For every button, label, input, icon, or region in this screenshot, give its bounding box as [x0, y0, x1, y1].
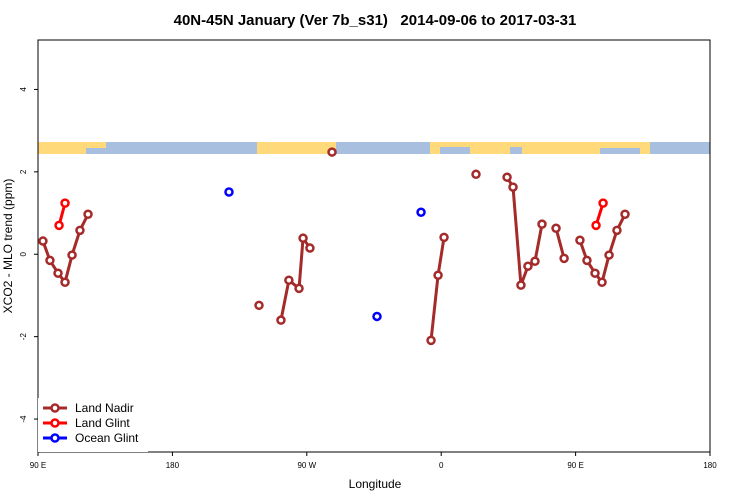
data-point — [60, 198, 70, 208]
data-point — [372, 311, 382, 322]
data-point — [612, 225, 622, 236]
data-point — [551, 223, 561, 234]
data-point — [284, 275, 294, 285]
data-point — [60, 277, 70, 288]
data-point — [83, 209, 93, 220]
data-point — [254, 300, 264, 311]
data-point — [502, 172, 512, 182]
data-point — [276, 315, 286, 325]
y-tick-label: 2 — [19, 169, 28, 174]
data-point — [224, 187, 234, 197]
legend-label: Ocean Glint — [75, 431, 139, 445]
data-point — [54, 220, 64, 231]
series-line — [578, 213, 627, 286]
y-tick-label: 0 — [19, 251, 28, 256]
data-point — [523, 261, 533, 271]
data-point — [305, 243, 315, 253]
data-point — [433, 270, 443, 281]
y-tick-label: 4 — [19, 87, 28, 92]
series-line — [554, 227, 566, 259]
surface-strip — [38, 142, 710, 154]
data-point — [591, 220, 601, 231]
data-point — [537, 219, 547, 229]
data-point — [508, 182, 518, 192]
data-point — [582, 255, 592, 266]
y-axis-label: XCO2 - MLO trend (ppm) — [1, 179, 15, 314]
data-point — [426, 335, 436, 346]
data-point — [439, 232, 449, 243]
x-tick-label: 0 — [439, 461, 444, 470]
legend-marker — [50, 403, 60, 413]
data-point — [620, 209, 630, 220]
data-point — [604, 250, 614, 260]
chart-title: 40N-45N January (Ver 7b_s31) 2014-09-06 … — [174, 12, 577, 29]
data-point — [416, 207, 426, 217]
data-point — [75, 225, 85, 236]
data-point — [53, 268, 63, 278]
data-point — [590, 268, 600, 278]
x-tick-label: 180 — [703, 461, 717, 470]
x-tick-label: 90 E — [567, 461, 583, 470]
data-point — [471, 169, 481, 180]
x-axis-label: Longitude — [349, 477, 402, 491]
legend-label: Land Nadir — [75, 401, 134, 415]
data-point — [327, 147, 337, 157]
data-point — [298, 233, 308, 243]
legend-marker — [50, 433, 60, 443]
x-tick-label: 180 — [166, 461, 180, 470]
x-tick-label: 90 W — [297, 461, 316, 470]
data-point — [38, 236, 48, 246]
data-point — [597, 277, 607, 288]
data-point — [598, 198, 608, 208]
legend-label: Land Glint — [75, 416, 130, 430]
data-point — [45, 255, 55, 266]
data-point — [294, 283, 304, 294]
data-point — [575, 235, 585, 245]
x-tick-label: 90 E — [30, 461, 46, 470]
data-point — [67, 250, 77, 260]
y-tick-label: -4 — [19, 415, 28, 423]
data-point — [530, 256, 540, 266]
series-line — [429, 237, 446, 341]
data-point — [516, 280, 526, 290]
plot-frame — [37, 39, 711, 453]
y-tick-label: -2 — [19, 333, 28, 341]
data-point — [559, 253, 569, 264]
series-line — [41, 213, 90, 286]
legend-marker — [50, 418, 60, 428]
